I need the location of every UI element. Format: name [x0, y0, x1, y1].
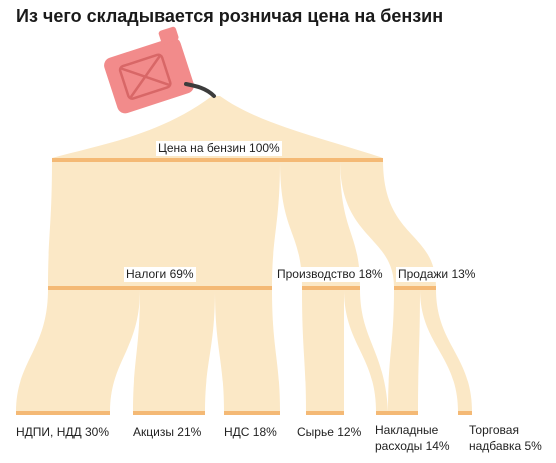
flow-total-sales — [340, 160, 436, 287]
bar-ndpi — [16, 411, 110, 415]
node-label-total: Цена на бензин 100% — [156, 141, 282, 156]
canister-nozzle — [184, 82, 216, 98]
flow-taxes-excise — [133, 289, 215, 412]
node-label-markup-line2: надбавка 5% — [469, 439, 542, 453]
flow-total-taxes — [48, 160, 280, 287]
node-label-taxes: Налоги 69% — [124, 267, 196, 282]
flow-total-production — [280, 160, 360, 287]
bar-excise — [133, 411, 205, 415]
fuel-stream — [52, 96, 383, 158]
node-label-vat: НДС 18% — [224, 425, 277, 439]
bar-production — [302, 286, 360, 290]
flow-production-raw — [302, 289, 344, 412]
bar-sales — [394, 286, 436, 290]
flow-taxes-vat — [215, 289, 280, 412]
bar-total — [52, 158, 383, 162]
node-label-overhead-line2: расходы 14% — [375, 439, 450, 453]
node-label-markup-line1: Торговая — [469, 423, 519, 437]
flow-production-overhead — [344, 289, 388, 412]
bar-raw — [306, 411, 344, 415]
node-label-production: Производство 18% — [275, 267, 385, 282]
node-label-ndpi: НДПИ, НДД 30% — [16, 425, 109, 439]
bar-markup — [458, 411, 472, 415]
node-label-raw: Сырье 12% — [297, 425, 362, 439]
flow-sales-overhead — [388, 289, 420, 412]
bar-overhead — [376, 411, 418, 415]
flow-sales-markup — [420, 289, 472, 412]
bar-taxes — [48, 286, 272, 290]
fuel-canister-icon — [104, 26, 194, 114]
node-label-sales: Продажи 13% — [396, 267, 478, 282]
bar-vat — [224, 411, 280, 415]
flow-taxes-ndpi — [16, 289, 140, 412]
page-title: Из чего складывается розничая цена на бе… — [16, 6, 444, 26]
node-label-excise: Акцизы 21% — [133, 425, 202, 439]
node-label-overhead-line1: Накладные — [375, 423, 439, 437]
